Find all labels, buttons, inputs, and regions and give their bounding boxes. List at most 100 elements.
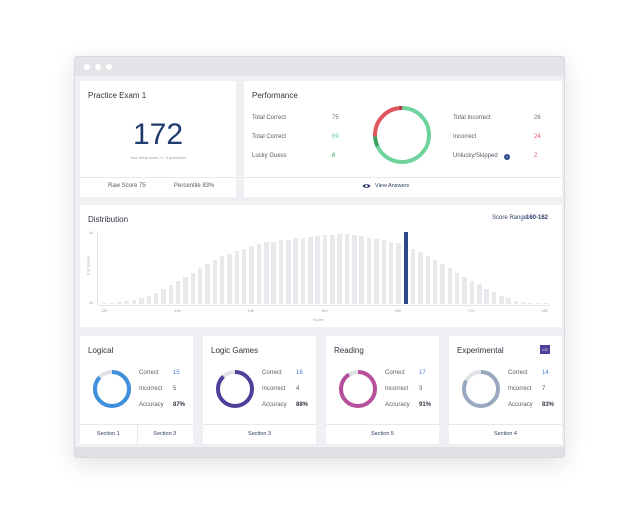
donut-unlucky-segment — [373, 106, 431, 164]
distribution-bar — [146, 295, 152, 304]
raw-score: Raw Score 75 — [108, 183, 146, 189]
distribution-bar — [477, 284, 482, 304]
total-incorrect-value: 26 — [534, 115, 541, 121]
section-card: Logical Correct 15 Incorrect 5 Accuracy … — [80, 336, 193, 444]
x-tick-label: 180 — [541, 308, 548, 313]
x-tick-label: 130 — [174, 308, 181, 313]
distribution-bar — [278, 240, 284, 304]
section-card: Experimental LG Correct 14 Incorrect 7 A… — [449, 336, 562, 444]
distribution-bar — [410, 248, 416, 304]
section-link[interactable]: Section 5 — [371, 431, 394, 437]
accuracy-value: 88% — [296, 402, 309, 408]
correct-value: 15 — [173, 370, 180, 376]
section-link[interactable]: Section 3 — [153, 431, 177, 437]
section-link[interactable]: Section 3 — [248, 431, 271, 437]
incorrect-value: 3 — [419, 386, 423, 392]
incorrect-label: Incorrect — [262, 386, 286, 392]
distribution-bar — [117, 301, 122, 304]
x-tick-label: 170 — [467, 308, 475, 313]
distribution-bar — [249, 245, 254, 304]
distribution-bar — [271, 241, 276, 304]
distribution-bar — [396, 243, 401, 304]
distribution-bar — [521, 301, 526, 304]
distribution-bar-highlight — [403, 232, 409, 304]
accuracy-donut — [93, 370, 131, 408]
percentile: Percentile 83% — [174, 183, 215, 189]
lucky-guess-label: Lucky Guess — [252, 153, 287, 159]
distribution-bar — [484, 288, 489, 304]
distribution-bar — [535, 303, 541, 304]
distribution-bar — [469, 280, 475, 304]
info-icon[interactable]: i — [504, 154, 510, 160]
section-link[interactable]: Section 1 — [96, 431, 120, 437]
x-tick-label: 160 — [394, 308, 402, 313]
accuracy-label: Accuracy — [139, 402, 164, 408]
distribution-bar — [528, 302, 533, 304]
distribution-bar — [168, 285, 174, 304]
accuracy-label: Accuracy — [385, 402, 410, 408]
distribution-bar — [322, 235, 328, 304]
distribution-bar — [330, 234, 335, 304]
exam-score-card: Practice Exam 1 172 Your likely score +/… — [80, 81, 236, 197]
window-dot-icon[interactable] — [106, 63, 112, 70]
correct-label: Correct — [508, 370, 528, 376]
card-divider — [80, 177, 236, 178]
correct-value: 17 — [419, 370, 426, 376]
distribution-bar — [286, 239, 291, 304]
distribution-bar — [315, 236, 320, 304]
accuracy-donut — [216, 370, 254, 408]
exam-score: 172 — [132, 118, 184, 151]
distribution-bar — [175, 280, 181, 304]
distribution-bar — [440, 264, 445, 304]
section-title: Reading — [334, 346, 364, 355]
unlucky-skipped-label: Unlucky/Skipped — [453, 153, 498, 159]
distribution-bar — [543, 303, 548, 304]
window-bottom-bar — [75, 447, 564, 457]
card-divider — [244, 177, 562, 178]
section-badge: LG — [540, 345, 550, 354]
distribution-bar — [153, 292, 159, 304]
distribution-bar — [102, 303, 107, 304]
distribution-bar — [432, 259, 438, 304]
correct-value: 69 — [332, 134, 339, 140]
distribution-bar — [308, 236, 313, 304]
performance-title: Performance — [252, 91, 298, 100]
distribution-bar — [337, 234, 342, 304]
browser-window: Practice Exam 1 172 Your likely score +/… — [74, 56, 565, 458]
distribution-bar — [454, 272, 460, 304]
distribution-bar — [506, 298, 511, 304]
accuracy-donut — [339, 370, 377, 408]
section-title: Experimental — [457, 346, 504, 355]
donut-accuracy-arc — [462, 370, 500, 408]
accuracy-value: 91% — [419, 402, 432, 408]
distribution-bar — [190, 272, 196, 304]
window-dot-icon[interactable] — [95, 63, 101, 70]
distribution-bar — [359, 236, 364, 304]
distribution-bars — [101, 232, 549, 304]
score-range-label: Score Range — [492, 215, 528, 221]
incorrect-label: Incorrect — [453, 134, 477, 140]
score-caption: Your likely score +/- 4 questions — [129, 155, 187, 160]
distribution-bar — [256, 243, 262, 304]
distribution-bar — [462, 276, 467, 304]
total-incorrect-label: Total Incorrect — [453, 115, 491, 121]
accuracy-value: 87% — [173, 402, 186, 408]
incorrect-label: Incorrect — [385, 386, 409, 392]
lucky-guess-value: 6 — [332, 153, 336, 159]
accuracy-value: 83% — [542, 402, 555, 408]
distribution-bar — [300, 237, 306, 304]
link-divider — [136, 424, 138, 444]
x-axis-ticks: 120 130 140 150 160 170 180 — [101, 308, 549, 314]
distribution-bar — [183, 276, 188, 304]
window-dot-icon[interactable] — [84, 63, 90, 70]
total-correct-label: Total Correct — [252, 115, 287, 121]
distribution-title: Distribution — [88, 215, 129, 224]
incorrect-label: Incorrect — [139, 386, 163, 392]
correct-label: Total Correct — [252, 134, 287, 140]
performance-card: Performance Total Correct 75 Total Corre… — [244, 81, 562, 197]
section-link[interactable]: Section 4 — [494, 431, 517, 437]
exam-title: Practice Exam 1 — [88, 91, 147, 100]
distribution-bar — [366, 237, 372, 304]
accuracy-donut — [462, 370, 500, 408]
view-answers-button[interactable]: View Answers — [362, 181, 409, 191]
